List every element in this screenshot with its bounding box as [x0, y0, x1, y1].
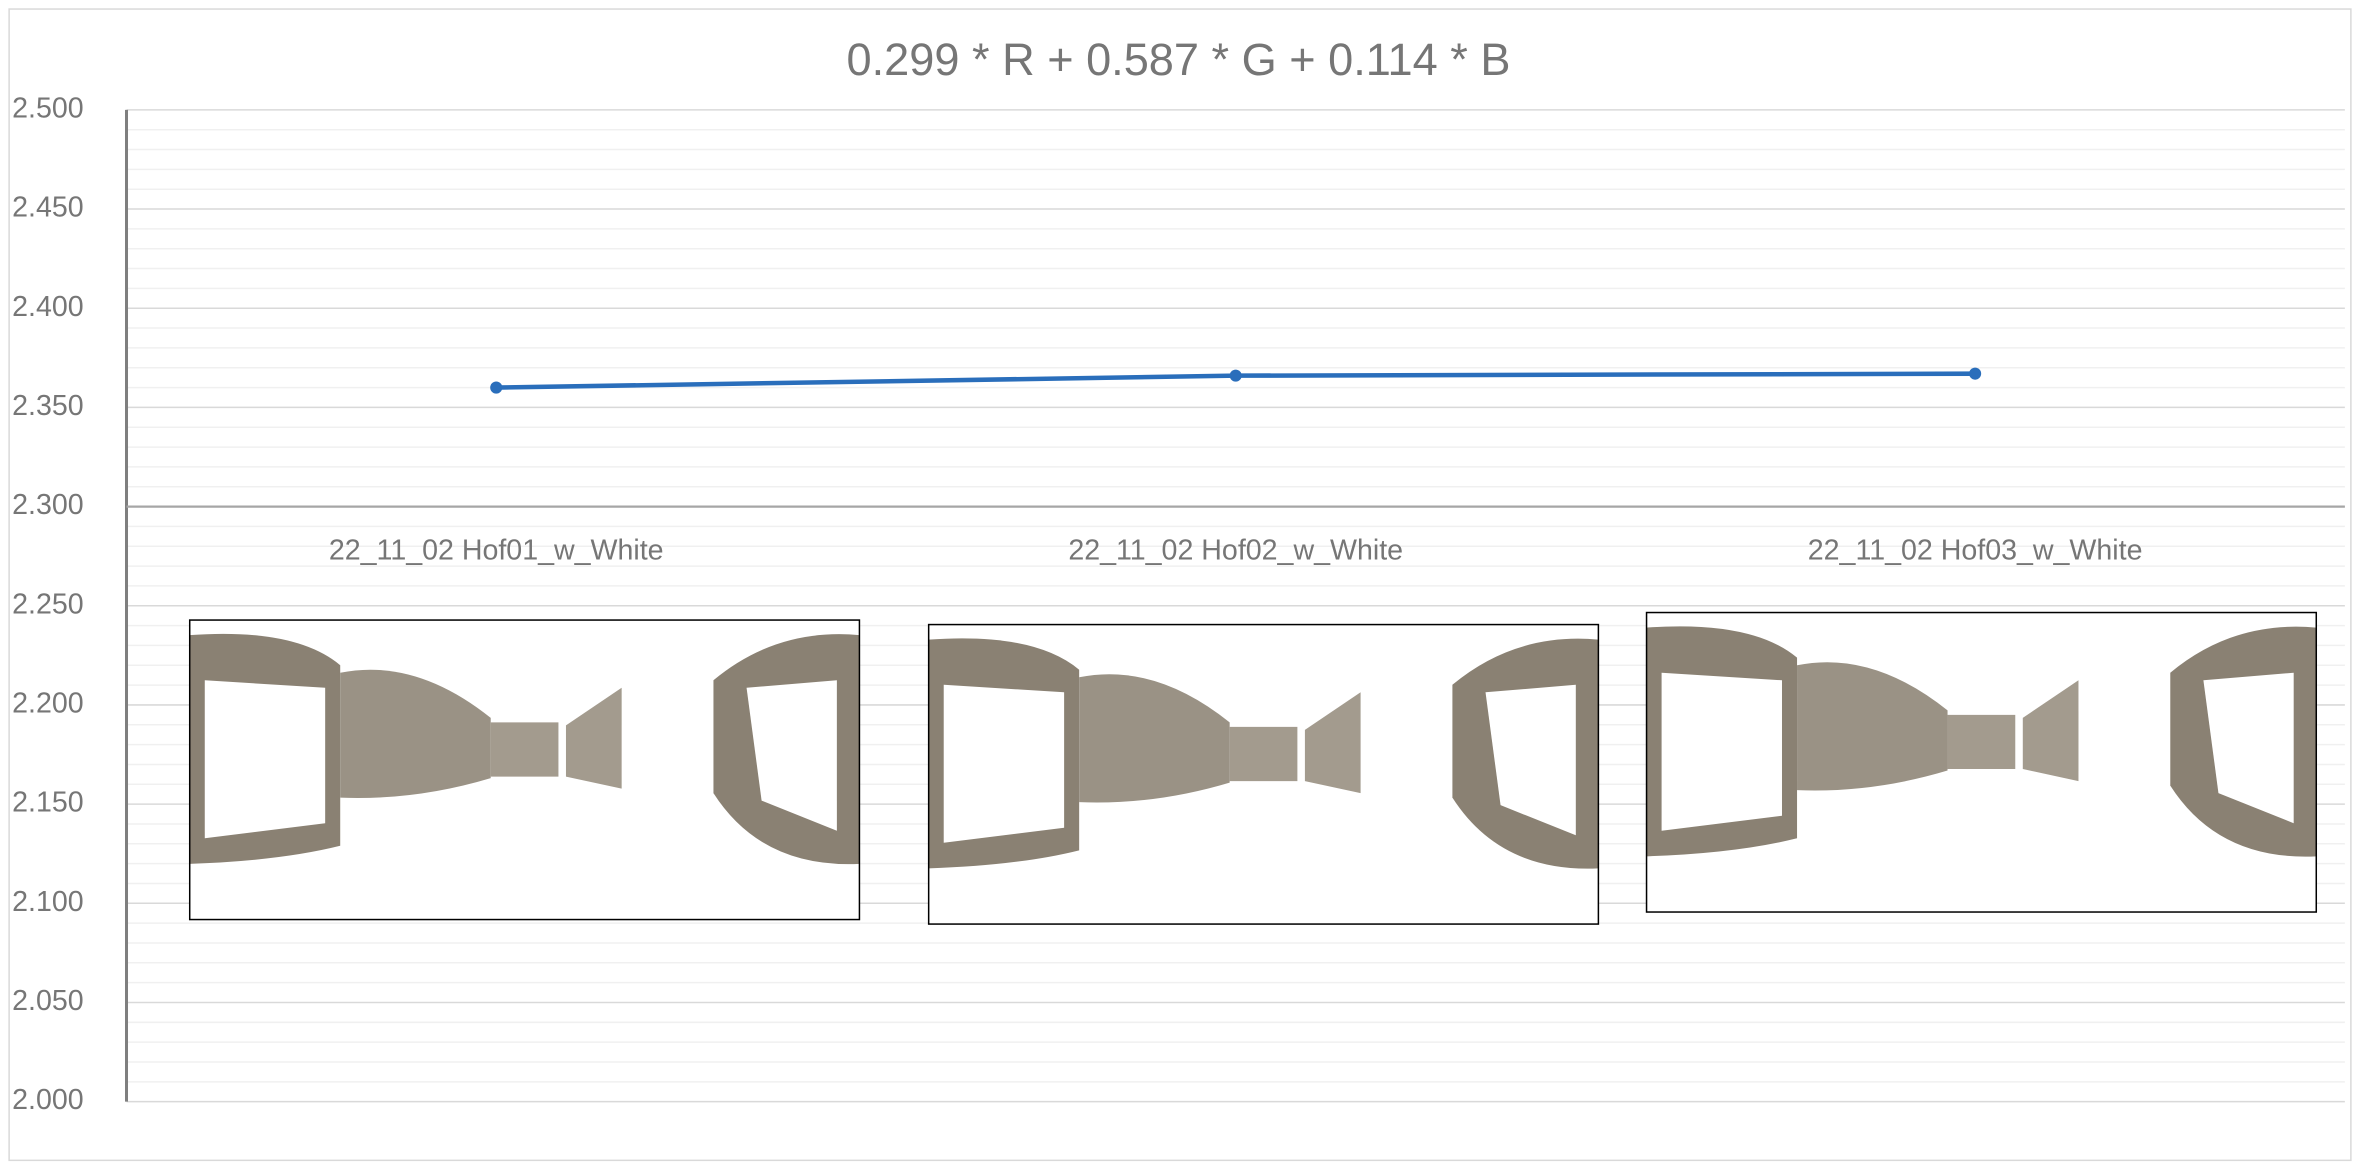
- point: [490, 381, 503, 394]
- thumbnails: [188, 611, 2318, 925]
- y-tick-label: 2.450: [12, 192, 84, 224]
- thumbnail-frame: [188, 619, 861, 921]
- y-tick-label: 2.400: [12, 291, 84, 323]
- thumbnail: [1646, 612, 2317, 913]
- thumbnail: [928, 624, 1599, 925]
- thumbnail-frame: [927, 623, 1600, 925]
- point: [1969, 367, 1982, 380]
- y-tick-label: 2.350: [12, 390, 84, 422]
- thumbnail-frame: [1645, 611, 2318, 913]
- chart-frame: [8, 8, 2352, 1162]
- y-tick-label: 2.000: [12, 1084, 84, 1116]
- x-tick-label: 22_11_02 Hof03_w_White: [1808, 534, 2143, 566]
- y-tick-label: 2.100: [12, 886, 84, 918]
- y-tick-label: 2.300: [12, 489, 84, 521]
- y-tick-label: 2.050: [12, 985, 84, 1017]
- x-tick-label: 22_11_02 Hof01_w_White: [329, 534, 664, 566]
- x-tick-label: 22_11_02 Hof02_w_White: [1068, 534, 1403, 566]
- y-tick-label: 2.150: [12, 787, 84, 819]
- chart-title: 0.299 * R + 0.587 * G + 0.114 * B: [847, 34, 1511, 85]
- y-tick-label: 2.200: [12, 687, 84, 719]
- thumbnail: [189, 620, 860, 920]
- y-tick-label: 2.500: [12, 92, 84, 124]
- y-tick-label: 2.250: [12, 588, 84, 620]
- plot: [490, 367, 1982, 394]
- point: [1229, 369, 1242, 382]
